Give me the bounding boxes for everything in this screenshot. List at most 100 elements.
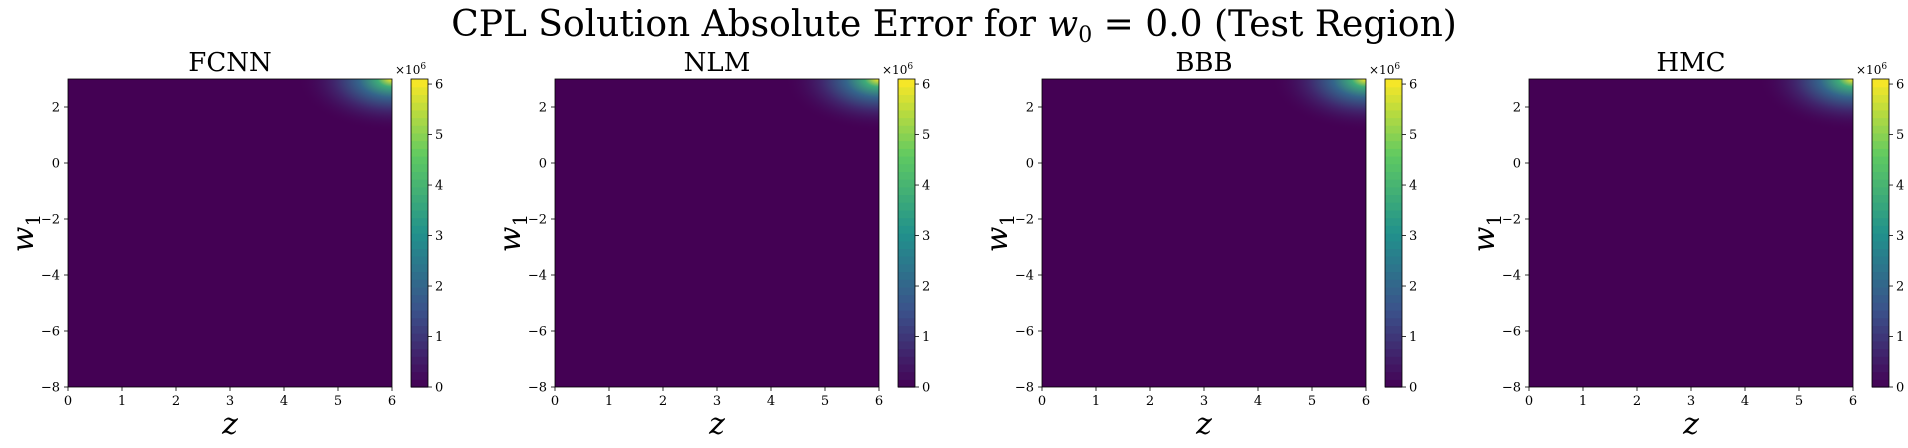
colorbar-segment xyxy=(1385,156,1402,165)
colorbar-segment xyxy=(898,186,915,196)
x-tick-label: 1 xyxy=(605,394,613,409)
colorbar-segment xyxy=(898,217,915,226)
colorbar-tick-label: 4 xyxy=(922,179,930,194)
colorbar-segment xyxy=(411,186,428,196)
colorbar-tick-label: 3 xyxy=(922,229,930,244)
y-tick-label: −4 xyxy=(1015,269,1034,284)
colorbar-segment xyxy=(1872,363,1889,373)
colorbar-segment xyxy=(411,148,428,157)
colorbar-frame xyxy=(1384,78,1403,388)
colorbar-segment xyxy=(898,348,915,357)
colorbar-segment xyxy=(1872,79,1889,88)
colorbar-tick-label: 6 xyxy=(922,78,930,93)
colorbar-segment xyxy=(1872,202,1889,211)
colorbar-segment xyxy=(1872,310,1889,319)
colorbar-segment xyxy=(411,140,428,149)
colorbar-segment xyxy=(411,194,428,203)
x-axis-label: z xyxy=(221,407,238,442)
colorbar-segment xyxy=(898,132,915,142)
colorbar-segment xyxy=(1385,209,1402,219)
x-axis-label: z xyxy=(708,407,725,442)
colorbar-segment xyxy=(411,248,428,257)
y-axis-label: w1 xyxy=(1467,214,1506,252)
y-axis-label-sub: 1 xyxy=(995,214,1019,227)
colorbar-segment xyxy=(898,310,915,319)
y-tick-label: 2 xyxy=(1513,101,1521,116)
y-axis-label: w1 xyxy=(980,214,1019,252)
colorbar-segment xyxy=(1872,340,1889,350)
colorbar-segment xyxy=(898,109,915,119)
colorbar-tick-label: 2 xyxy=(1896,280,1904,295)
colorbar-segment xyxy=(898,256,915,265)
x-tick-label: 3 xyxy=(226,394,234,409)
y-tick-label: −6 xyxy=(528,325,547,340)
colorbar-tick-label: 4 xyxy=(1409,179,1417,194)
x-tick-label: 1 xyxy=(1092,394,1100,409)
y-axis-label-base: w xyxy=(493,226,528,252)
colorbar-segment xyxy=(898,363,915,373)
colorbar-segment xyxy=(1385,271,1402,280)
colorbar-tick-label: 2 xyxy=(1409,280,1417,295)
y-axis-label: w1 xyxy=(493,214,532,252)
colorbar-segment xyxy=(411,202,428,211)
colorbar-segment xyxy=(1872,156,1889,165)
colorbar-segment xyxy=(1872,256,1889,265)
x-tick-label: 5 xyxy=(1795,394,1803,409)
colorbar-segment xyxy=(411,379,428,388)
x-tick-label: 6 xyxy=(875,394,883,409)
y-tick-label: −6 xyxy=(41,325,60,340)
colorbar-segment xyxy=(898,271,915,280)
colorbar-segment xyxy=(411,163,428,172)
colorbar-segment xyxy=(1385,256,1402,265)
colorbar-tick-label: 3 xyxy=(1409,229,1417,244)
y-tick-label: −6 xyxy=(1015,325,1034,340)
colorbar-segment xyxy=(898,179,915,188)
colorbar-segment xyxy=(1385,179,1402,188)
colorbar-segment xyxy=(1872,263,1889,273)
colorbar-segment xyxy=(411,371,428,380)
colorbar-segment xyxy=(1385,148,1402,157)
colorbar-multiplier-base: ×10 xyxy=(882,63,907,77)
colorbar-segment xyxy=(1872,225,1889,234)
colorbar-segment xyxy=(898,209,915,219)
x-tick-label: 0 xyxy=(551,394,559,409)
colorbar-segment xyxy=(898,317,915,326)
colorbar-tick-label: 6 xyxy=(435,78,443,93)
colorbar-segment xyxy=(411,179,428,188)
colorbar-segment xyxy=(898,233,915,242)
colorbar-segment xyxy=(411,256,428,265)
x-tick-label: 2 xyxy=(172,394,180,409)
colorbar-segment xyxy=(1872,333,1889,342)
colorbar-multiplier: ×106 xyxy=(1369,62,1400,77)
colorbar-segment xyxy=(1385,286,1402,296)
colorbar-segment xyxy=(898,286,915,296)
y-axis-label: w1 xyxy=(6,214,45,252)
colorbar-segment xyxy=(898,94,915,103)
colorbar-segment xyxy=(1385,140,1402,149)
heatmap-error-hotspot xyxy=(555,79,879,387)
colorbar-segment xyxy=(411,109,428,119)
colorbar-tick-label: 0 xyxy=(922,381,930,396)
colorbar-segment xyxy=(898,240,915,249)
colorbar-segment xyxy=(1385,348,1402,357)
figure-title-prefix: CPL Solution Absolute Error for xyxy=(451,4,1047,45)
colorbar-multiplier: ×106 xyxy=(395,62,426,77)
colorbar-tick-label: 1 xyxy=(1409,330,1417,345)
colorbar-segment xyxy=(1385,86,1402,95)
colorbar-segment xyxy=(411,102,428,111)
panel-title: BBB xyxy=(1175,48,1232,78)
colorbar-segment xyxy=(411,86,428,95)
colorbar-segment xyxy=(411,156,428,165)
colorbar-segment xyxy=(898,340,915,350)
y-axis-label-base: w xyxy=(980,226,1015,252)
colorbar-segment xyxy=(898,140,915,149)
colorbar-segment xyxy=(898,194,915,203)
colorbar-segment xyxy=(1872,117,1889,126)
x-tick-label: 0 xyxy=(64,394,72,409)
x-tick-label: 0 xyxy=(1525,394,1533,409)
